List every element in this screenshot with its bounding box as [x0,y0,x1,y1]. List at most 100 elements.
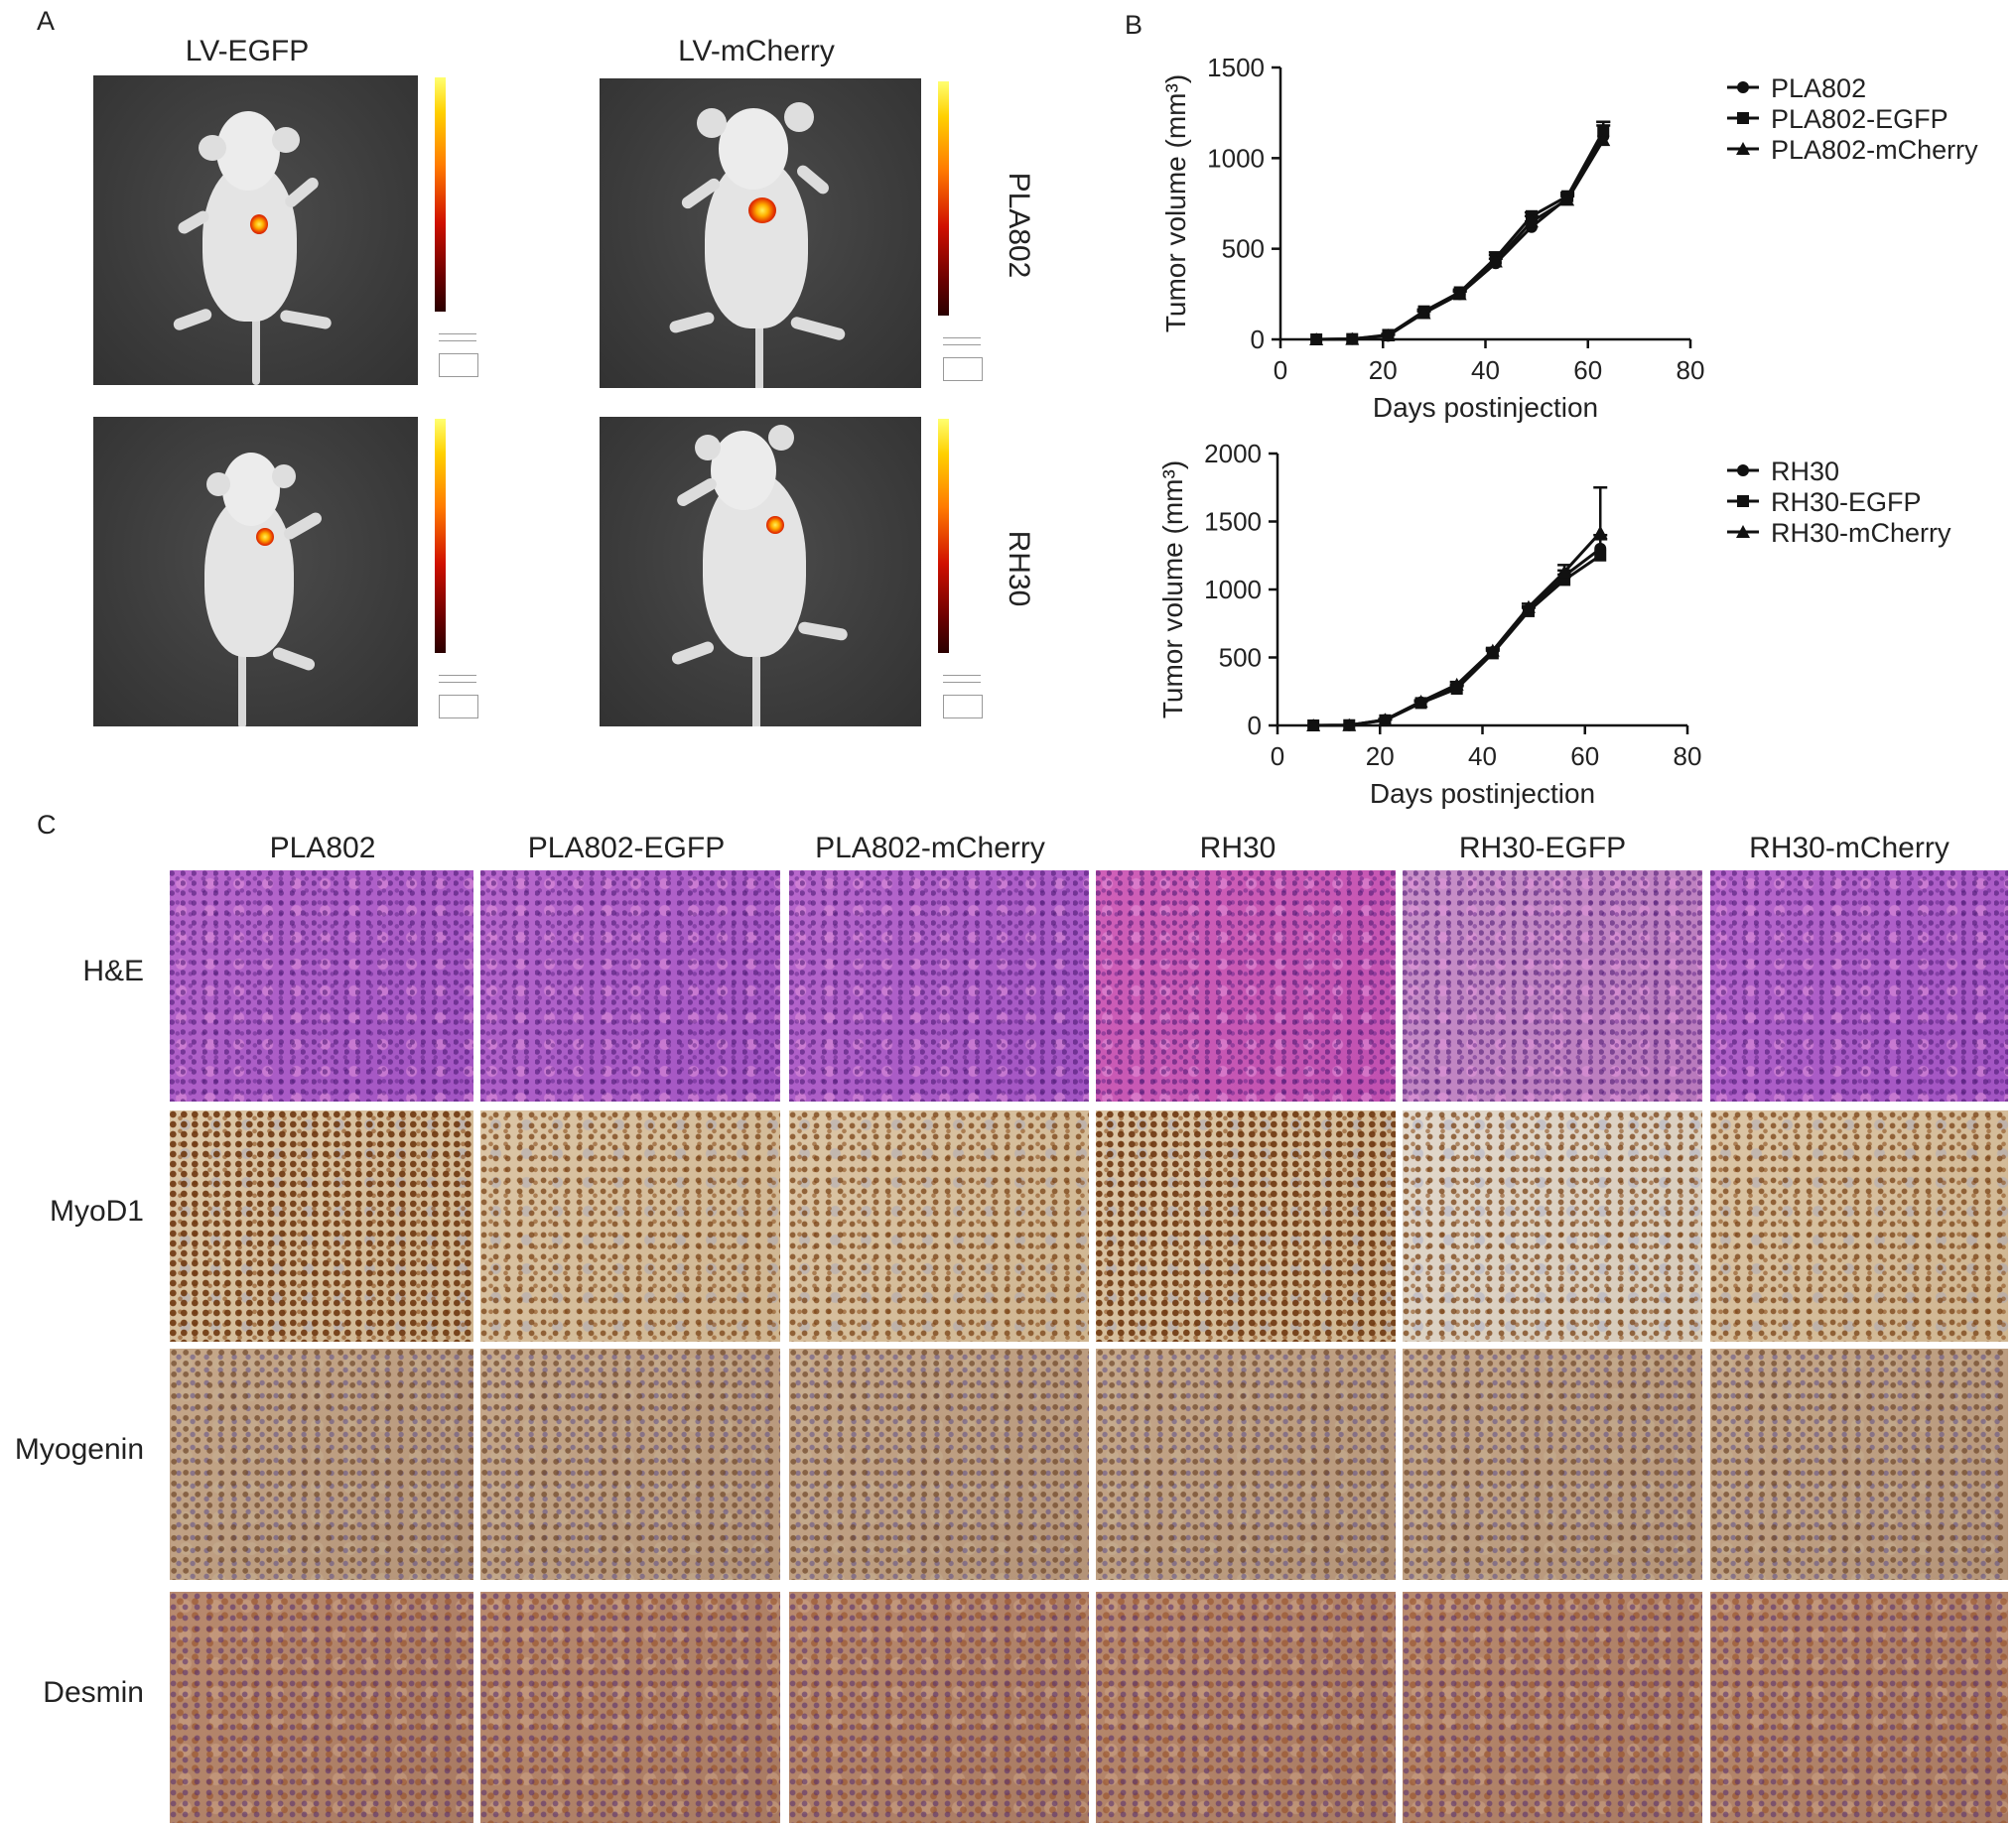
legend-marker [1737,81,1749,93]
histology-tile-myogenin-rh30-egfp [1403,1349,1702,1580]
panel-a-col-label-egfp: LV-EGFP [185,35,310,67]
legend-marker [1736,142,1750,155]
data-point [1521,599,1536,613]
data-point [1309,332,1324,345]
data-point [1342,717,1357,731]
y-tick-label: 0 [1248,711,1262,740]
histology-tile-myogenin-pla802 [170,1349,473,1580]
data-point [1452,287,1467,301]
histology-tile-he-pla802-egfp [480,870,780,1102]
histology-row-label: Myogenin [14,1433,144,1466]
tumor-volume-charts: 0 20 40 60 80 0 500 1000 1500 Days postinjection T… [1157,53,1978,809]
legend-label: PLA802-mCherry [1771,135,1978,165]
chart-2 [1269,452,1759,734]
data-point [1378,713,1393,726]
legend-label: RH30-EGFP [1771,487,1922,517]
x-axis-label: Days postinjection [1370,778,1595,809]
histology-tile-myogenin-rh30 [1096,1349,1396,1580]
chart-1 [1272,65,1759,348]
scale-info-box [439,353,478,377]
histology-row-label: Desmin [43,1676,144,1709]
x-tick-label: 0 [1271,741,1284,771]
legend-marker [1737,112,1749,124]
histology-tile-he-pla802-mcherry [789,870,1089,1102]
x-tick-label: 20 [1366,741,1395,771]
histology-tile-he-rh30-mcherry [1710,870,2008,1102]
histology-tile-myod1-pla802-egfp [480,1110,780,1342]
legend-label: RH30 [1771,456,1839,486]
histology-tile-he-rh30 [1096,870,1396,1102]
histology-tile-myogenin-pla802-egfp [480,1349,780,1580]
y-tick-label: 500 [1222,234,1265,264]
histology-tile-desmin-pla802 [170,1592,473,1823]
series-line-PLA802-EGFP [1316,130,1605,341]
x-tick-label: 60 [1570,741,1599,771]
data-point [1488,254,1503,268]
data-point [1524,214,1539,228]
histology-row-label: H&E [82,955,144,987]
legend-label: PLA802-EGFP [1771,104,1949,134]
data-point [1306,718,1321,731]
series-line-PLA802 [1316,135,1605,341]
panel-b-letter: B [1125,10,1143,40]
y-tick-label: 0 [1251,325,1265,354]
y-axis-label: Tumor volume (mm³) [1160,74,1191,332]
y-tick-label: 1000 [1207,143,1265,173]
histology-tile-myogenin-rh30-mcherry [1710,1349,2008,1580]
x-tick-label: 20 [1369,355,1398,385]
histology-col-label: PLA802-EGFP [527,832,726,864]
data-point [1345,331,1360,345]
x-tick-label: 40 [1471,355,1500,385]
data-point [1557,565,1572,579]
histology-row-label: MyoD1 [49,1195,144,1228]
series-line-RH30-mCherry [1313,531,1602,727]
histology-tile-desmin-rh30-mcherry [1710,1592,2008,1823]
legend-label: RH30-mCherry [1771,518,1951,548]
histology-tile-desmin-pla802-mcherry [789,1592,1089,1823]
histology-tile-myogenin-pla802-mcherry [789,1349,1089,1580]
histology-tile-he-rh30-egfp [1403,870,1702,1102]
y-tick-label: 2000 [1204,439,1262,468]
data-point [1593,525,1608,539]
colorbar [435,77,446,312]
data-point [1594,549,1607,562]
panel-a-letter: A [37,6,56,36]
x-tick-label: 60 [1573,355,1602,385]
x-tick-label: 80 [1674,741,1702,771]
data-point [1449,677,1464,691]
data-point [1485,643,1500,657]
legend-marker [1737,495,1749,507]
x-tick-label: 0 [1274,355,1287,385]
panel-c-letter: C [37,810,57,840]
panel-a-col-label-mcherry: LV-mCherry [678,35,835,67]
histology-col-label: PLA802-mCherry [815,832,1045,864]
imaging-panel-egfp-rh30 [93,417,418,726]
histology-tile-desmin-rh30-egfp [1403,1592,1702,1823]
histology-col-label: RH30-mCherry [1749,832,1949,864]
data-point [1413,695,1428,709]
histology-tile-myod1-pla802 [170,1110,473,1342]
y-tick-label: 1000 [1204,575,1262,604]
histology-tile-he-pla802 [170,870,473,1102]
imaging-panel-mcherry-pla802 [600,78,921,388]
legend-label: PLA802 [1771,73,1866,103]
data-point [1381,327,1396,341]
x-axis-label: Days postinjection [1373,392,1598,423]
data-point [1596,133,1611,147]
histology-tile-myod1-rh30-egfp [1403,1110,1702,1342]
data-point [1560,193,1575,206]
y-axis-label: Tumor volume (mm³) [1157,460,1188,718]
histology-tile-desmin-rh30 [1096,1592,1396,1823]
series-line-RH30 [1313,547,1602,727]
histology-tile-myod1-rh30 [1096,1110,1396,1342]
legend-marker [1737,464,1749,476]
histology-col-label: PLA802 [269,832,376,864]
series-line-PLA802-mCherry [1316,139,1605,341]
data-point [1416,306,1431,320]
panel-a-row-label-rh30: RH30 [1003,530,1035,607]
x-tick-label: 80 [1677,355,1705,385]
panel-a-row-label-pla802: PLA802 [1003,172,1035,279]
imaging-panel-mcherry-rh30 [600,417,921,726]
y-tick-label: 1500 [1207,53,1265,82]
x-tick-label: 40 [1468,741,1497,771]
